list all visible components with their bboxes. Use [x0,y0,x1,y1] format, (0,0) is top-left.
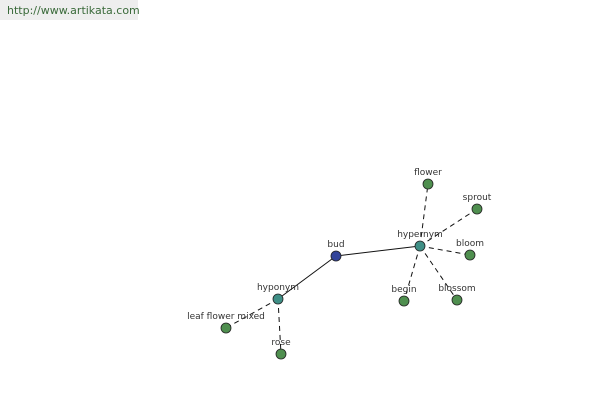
node [272,293,284,305]
node-label: bud [327,240,344,250]
node [275,348,287,360]
header-bar: http://www.artikata.com [0,0,140,20]
edge [335,245,421,257]
node-label: hypernym [397,230,443,240]
dashed-edge [419,245,458,301]
node [220,322,232,334]
node-label: sprout [463,193,492,203]
dashed-edge [419,183,429,247]
edge [277,255,337,300]
dashed-edge [419,208,478,247]
dashed-edge [403,245,421,302]
dashed-edge [277,298,282,355]
node-label: rose [271,338,291,348]
node [398,295,410,307]
node-label: flower [414,168,442,178]
node [414,240,426,252]
node-label: bloom [456,239,484,249]
node [471,203,483,215]
site-url[interactable]: http://www.artikata.com [7,4,140,17]
node-label: blossom [438,284,475,294]
node [422,178,434,190]
node [464,249,476,261]
node-label: leaf flower mixed [187,312,265,322]
node [451,294,463,306]
node-label: hyponym [257,283,299,293]
node-label: begin [391,285,416,295]
node [330,250,342,262]
dashed-edge [225,298,279,329]
